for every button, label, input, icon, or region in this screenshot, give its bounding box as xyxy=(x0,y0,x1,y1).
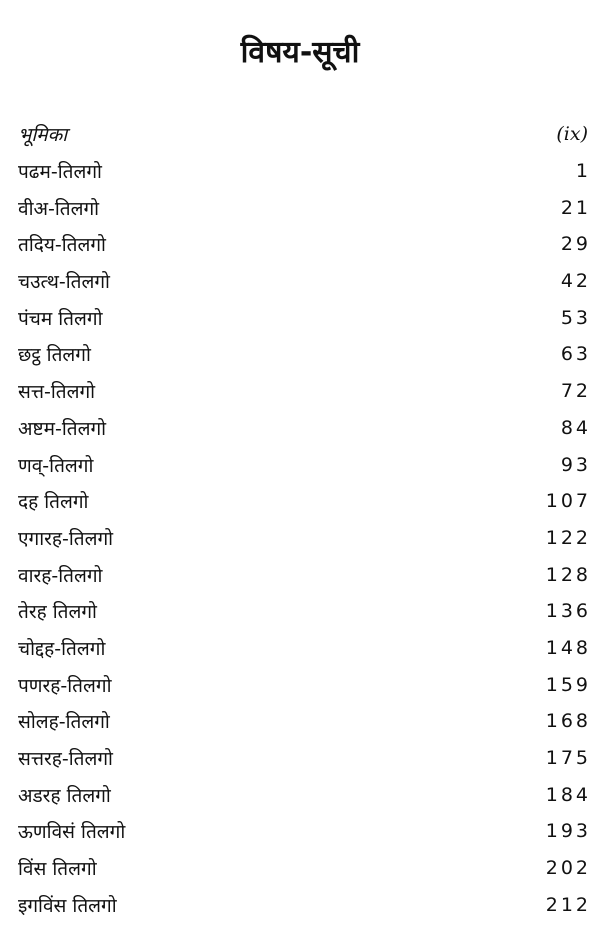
toc-entry-title: सोलह-तिलगो xyxy=(18,711,110,734)
toc-entry-title: तदिय-तिलगो xyxy=(18,234,106,257)
toc-entry-page: 193 xyxy=(545,820,591,843)
toc-entry-page: 21 xyxy=(560,196,591,219)
toc-entry-page: 212 xyxy=(545,893,591,916)
page-title: विषय-सूची xyxy=(240,35,360,70)
table-of-contents: भूमिका (ix) पढम-तिलगो 1 वीअ-तिलगो 21 तदिय-तिलग… xyxy=(18,116,588,923)
toc-entry-title: भूमिका xyxy=(18,124,68,147)
toc-entry-page: 72 xyxy=(560,380,591,403)
toc-entry: चउत्थ-तिलगो 42 xyxy=(18,263,588,300)
toc-entry-title: तेरह तिलगो xyxy=(18,601,97,624)
toc-entry-title: चउत्थ-तिलगो xyxy=(18,271,110,294)
toc-entry-title: सत्तरह-तिलगो xyxy=(18,748,113,771)
toc-entry: पंचम तिलगो 53 xyxy=(18,299,588,336)
toc-entry: अष्टम-तिलगो 84 xyxy=(18,410,588,447)
toc-entry: अडरह तिलगो 184 xyxy=(18,776,588,813)
toc-entry: वारह-तिलगो 128 xyxy=(18,556,588,593)
toc-entry-page: 93 xyxy=(560,453,591,476)
toc-entry: पणरह-तिलगो 159 xyxy=(18,666,588,703)
toc-entry-title: णव्-तिलगो xyxy=(18,454,94,477)
toc-entry: एगारह-तिलगो 122 xyxy=(18,520,588,557)
toc-entry: तेरह तिलगो 136 xyxy=(18,593,588,630)
toc-entry-page: 29 xyxy=(560,233,591,256)
toc-entry: णव्-तिलगो 93 xyxy=(18,446,588,483)
toc-entry-title: पढम-तिलगो xyxy=(18,161,102,184)
toc-entry-page: 175 xyxy=(545,747,591,770)
toc-entry-page: 53 xyxy=(560,306,591,329)
toc-entry-title: पंचम तिलगो xyxy=(18,307,103,330)
toc-entry: विंस तिलगो 202 xyxy=(18,850,588,887)
toc-entry: सत्तरह-तिलगो 175 xyxy=(18,740,588,777)
toc-entry-title: एगारह-तिलगो xyxy=(18,527,114,550)
toc-entry: ऊणविसं तिलगो 193 xyxy=(18,813,588,850)
toc-entry: इगविंस तिलगो 212 xyxy=(18,886,588,923)
toc-entry-page: 122 xyxy=(545,526,591,549)
toc-entry-page: 184 xyxy=(545,783,591,806)
toc-entry-title: सत्त-तिलगो xyxy=(18,381,96,404)
toc-entry-title: वीअ-तिलगो xyxy=(18,197,100,220)
toc-entry-page: 128 xyxy=(545,563,591,586)
toc-entry-title: पणरह-तिलगो xyxy=(18,674,112,697)
toc-entry: दह तिलगो 107 xyxy=(18,483,588,520)
toc-entry-page: 148 xyxy=(545,636,591,659)
toc-entry: तदिय-तिलगो 29 xyxy=(18,226,588,263)
toc-entry-page: 84 xyxy=(560,416,591,439)
toc-entry-page: 63 xyxy=(560,343,591,366)
toc-entry-title: अडरह तिलगो xyxy=(18,784,111,807)
toc-entry: सोलह-तिलगो 168 xyxy=(18,703,588,740)
toc-entry-title: इगविंस तिलगो xyxy=(18,894,117,917)
toc-entry: वीअ-तिलगो 21 xyxy=(18,189,588,226)
toc-entry-page: (ix) xyxy=(556,123,588,146)
toc-entry-page: 202 xyxy=(545,857,591,880)
toc-entry: सत्त-तिलगो 72 xyxy=(18,373,588,410)
toc-entry: चोद्दह-तिलगो 148 xyxy=(18,630,588,667)
toc-entry-page: 42 xyxy=(560,270,591,293)
toc-entry-page: 159 xyxy=(545,673,591,696)
toc-entry-title: दह तिलगो xyxy=(18,491,89,514)
toc-entry-page: 107 xyxy=(545,490,591,513)
toc-entry-title: वारह-तिलगो xyxy=(18,564,103,587)
toc-entry-page: 1 xyxy=(575,160,591,183)
toc-entry: पढम-तिलगो 1 xyxy=(18,153,588,190)
toc-entry-title: विंस तिलगो xyxy=(18,858,97,881)
toc-entry-title: छट्ठ तिलगो xyxy=(18,344,91,367)
toc-entry-page: 136 xyxy=(545,600,591,623)
toc-entry: छट्ठ तिलगो 63 xyxy=(18,336,588,373)
toc-entry: भूमिका (ix) xyxy=(18,116,588,153)
toc-entry-title: अष्टम-तिलगो xyxy=(18,417,107,440)
toc-entry-page: 168 xyxy=(545,710,591,733)
toc-entry-title: चोद्दह-तिलगो xyxy=(18,637,106,660)
toc-entry-title: ऊणविसं तिलगो xyxy=(18,821,126,844)
